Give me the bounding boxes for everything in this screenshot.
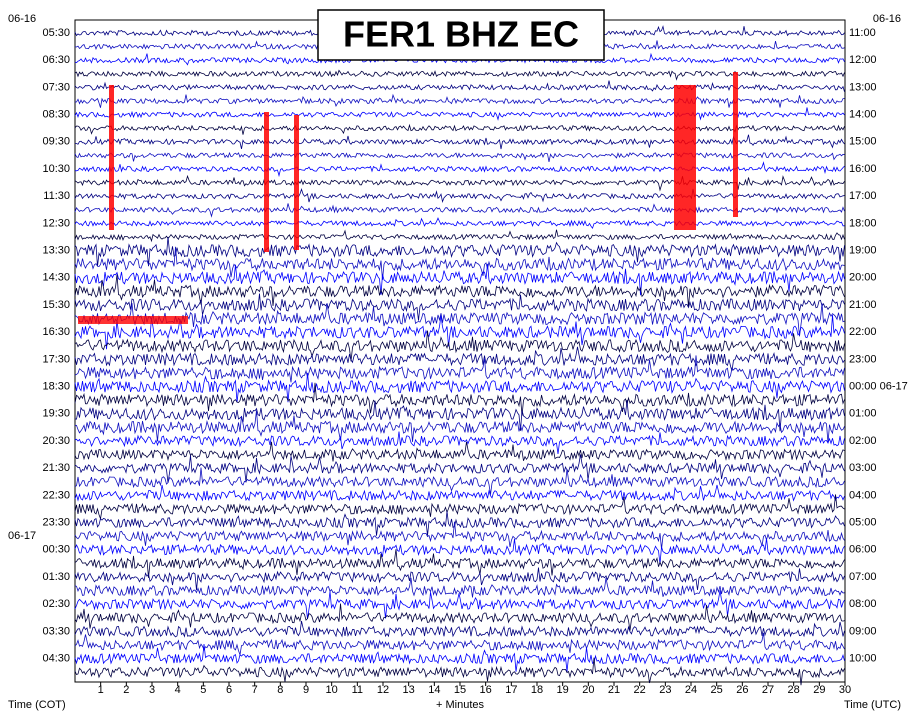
y-tick-label: 16:00 [849, 163, 877, 175]
y-tick-label: 13:00 [849, 81, 877, 93]
x-tick-label: 12 [377, 684, 389, 696]
y-tick-label: 04:00 [849, 489, 877, 501]
y-tick-label: 09:00 [849, 625, 877, 637]
x-tick-label: 25 [711, 684, 723, 696]
y-tick-label: 15:00 [849, 136, 877, 148]
y-tick-label: 17:30 [42, 353, 70, 365]
y-tick-label: 17:00 [849, 190, 877, 202]
y-tick-label: 02:00 [849, 435, 877, 447]
y-tick-label: 12:00 [849, 54, 877, 66]
x-tick-label: 28 [788, 684, 800, 696]
clipped-signal [109, 85, 114, 230]
x-tick-label: 23 [659, 684, 671, 696]
x-tick-label: 13 [403, 684, 415, 696]
y-tick-label: 21:30 [42, 462, 70, 474]
y-tick-label: 14:00 [849, 109, 877, 121]
y-tick-label: 22:30 [42, 489, 70, 501]
y-tick-label: 09:30 [42, 136, 70, 148]
y-tick-label: 01:30 [42, 571, 70, 583]
y-tick-label: 06:00 [849, 544, 877, 556]
x-tick-label: 14 [428, 684, 440, 696]
x-tick-label: 17 [505, 684, 517, 696]
y-tick-label: 18:30 [42, 381, 70, 393]
y-tick-label: 22:00 [849, 326, 877, 338]
y-tick-label: 10:30 [42, 163, 70, 175]
x-tick-label: 20 [582, 684, 594, 696]
x-tick-label: 9 [303, 684, 309, 696]
clipped-signal [294, 115, 299, 250]
y-tick-label: 23:00 [849, 353, 877, 365]
x-axis-label: Time (UTC) [844, 699, 901, 711]
y-tick-label: 11:00 [849, 27, 876, 39]
x-tick-label: 26 [736, 684, 748, 696]
y-tick-label: 07:00 [849, 571, 877, 583]
x-tick-label: 2 [123, 684, 129, 696]
y-tick-label: 07:30 [42, 81, 70, 93]
x-tick-label: 18 [531, 684, 543, 696]
y-tick-label: 19:00 [849, 245, 877, 257]
y-tick-label: 23:30 [42, 517, 70, 529]
y-tick-label: 20:00 [849, 272, 877, 284]
x-tick-label: 27 [762, 684, 774, 696]
y-tick-label: 02:30 [42, 598, 70, 610]
x-tick-label: 16 [480, 684, 492, 696]
x-tick-label: 11 [352, 684, 363, 696]
x-tick-label: 29 [813, 684, 825, 696]
y-tick-label: 18:00 [849, 217, 877, 229]
x-tick-label: 1 [98, 684, 104, 696]
clipped-signal [78, 316, 188, 324]
y-tick-label: 06:30 [42, 54, 70, 66]
y-tick-label: 21:00 [849, 299, 877, 311]
y-tick-label: 08:30 [42, 109, 70, 121]
y-tick-label: 14:30 [42, 272, 70, 284]
x-tick-label: 6 [226, 684, 232, 696]
y-tick-label: 05:30 [42, 27, 70, 39]
date-label: 06-17 [8, 530, 36, 542]
clipped-signal [674, 85, 696, 230]
y-tick-label: 11:30 [43, 190, 70, 202]
y-tick-label: 03:00 [849, 462, 877, 474]
y-tick-label: 01:00 [849, 408, 877, 420]
y-tick-label: 08:00 [849, 598, 877, 610]
chart-title: FER1 BHZ EC [343, 14, 579, 55]
y-tick-label: 20:30 [42, 435, 70, 447]
y-tick-label: 16:30 [42, 326, 70, 338]
y-tick-label: 03:30 [42, 625, 70, 637]
x-tick-label: 5 [200, 684, 206, 696]
y-tick-label: 00:00 06-17 [849, 381, 908, 393]
x-tick-label: 24 [685, 684, 697, 696]
x-tick-label: 7 [252, 684, 258, 696]
y-tick-label: 10:00 [849, 653, 877, 665]
x-tick-label: 21 [608, 684, 620, 696]
x-axis-label: Time (COT) [8, 699, 66, 711]
date-label: 06-16 [8, 13, 36, 25]
y-tick-label: 19:30 [42, 408, 70, 420]
y-tick-label: 00:30 [42, 544, 70, 556]
x-tick-label: 19 [557, 684, 569, 696]
x-tick-label: 15 [454, 684, 466, 696]
helicorder-chart: FER1 BHZ EC 06-16 06-16 06-17 Time (COT)… [0, 0, 909, 713]
plot-frame [75, 20, 845, 682]
x-tick-label: 4 [175, 684, 181, 696]
y-tick-label: 12:30 [42, 217, 70, 229]
x-tick-label: 30 [839, 684, 851, 696]
y-tick-label: 15:30 [42, 299, 70, 311]
date-label: 06-16 [873, 13, 901, 25]
clipped-signal [733, 72, 738, 217]
y-tick-label: 13:30 [42, 245, 70, 257]
clipped-signal [264, 112, 269, 252]
y-tick-label: 04:30 [42, 653, 70, 665]
x-tick-label: 22 [634, 684, 646, 696]
y-tick-label: 05:00 [849, 517, 877, 529]
x-tick-label: 8 [277, 684, 283, 696]
x-tick-label: 10 [326, 684, 338, 696]
x-tick-label: 3 [149, 684, 155, 696]
x-axis-label: + Minutes [436, 699, 484, 711]
